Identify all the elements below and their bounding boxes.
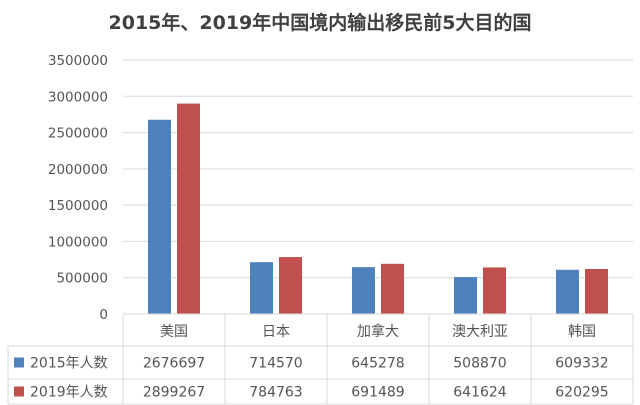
bar-2019	[177, 103, 200, 314]
y-tick-label: 3500000	[48, 53, 108, 69]
legend-label: 2015年人数	[30, 356, 108, 372]
bar-2015	[148, 119, 171, 314]
bar-2019	[585, 268, 608, 314]
category-label: 日本	[262, 324, 290, 340]
bar-2015	[250, 262, 273, 314]
bar-2015	[454, 277, 477, 314]
legend-label: 2019年人数	[30, 385, 108, 401]
category-label: 美国	[160, 324, 188, 340]
data-label: 691489	[351, 385, 404, 401]
y-tick-label: 500000	[56, 271, 108, 287]
legend-swatch	[14, 357, 24, 368]
bar-2019	[279, 257, 302, 314]
y-tick-label: 2000000	[48, 162, 108, 178]
category-label: 澳大利亚	[452, 324, 508, 340]
y-tick-label: 0	[99, 307, 108, 323]
bar-2015	[556, 269, 579, 314]
data-label: 2899267	[143, 385, 205, 401]
data-label: 2676697	[143, 356, 205, 372]
y-tick-label: 3000000	[48, 89, 108, 105]
bar-2019	[483, 267, 506, 314]
chart-title: 2015年、2019年中国境内输出移民前5大目的国	[108, 12, 532, 34]
legend-swatch	[14, 386, 24, 397]
y-tick-label: 2500000	[48, 126, 108, 142]
bar-2019	[381, 263, 404, 314]
data-label: 784763	[249, 385, 302, 401]
y-tick-label: 1500000	[48, 198, 108, 214]
data-label: 609332	[555, 356, 608, 372]
category-label: 加拿大	[357, 323, 399, 340]
data-label: 508870	[453, 356, 506, 372]
data-label: 714570	[249, 356, 302, 372]
bar-2015	[352, 267, 375, 314]
y-tick-label: 1000000	[48, 234, 108, 250]
category-label: 韩国	[568, 324, 596, 340]
data-label: 641624	[453, 385, 507, 401]
data-label: 620295	[555, 385, 608, 401]
data-label: 645278	[351, 356, 404, 372]
